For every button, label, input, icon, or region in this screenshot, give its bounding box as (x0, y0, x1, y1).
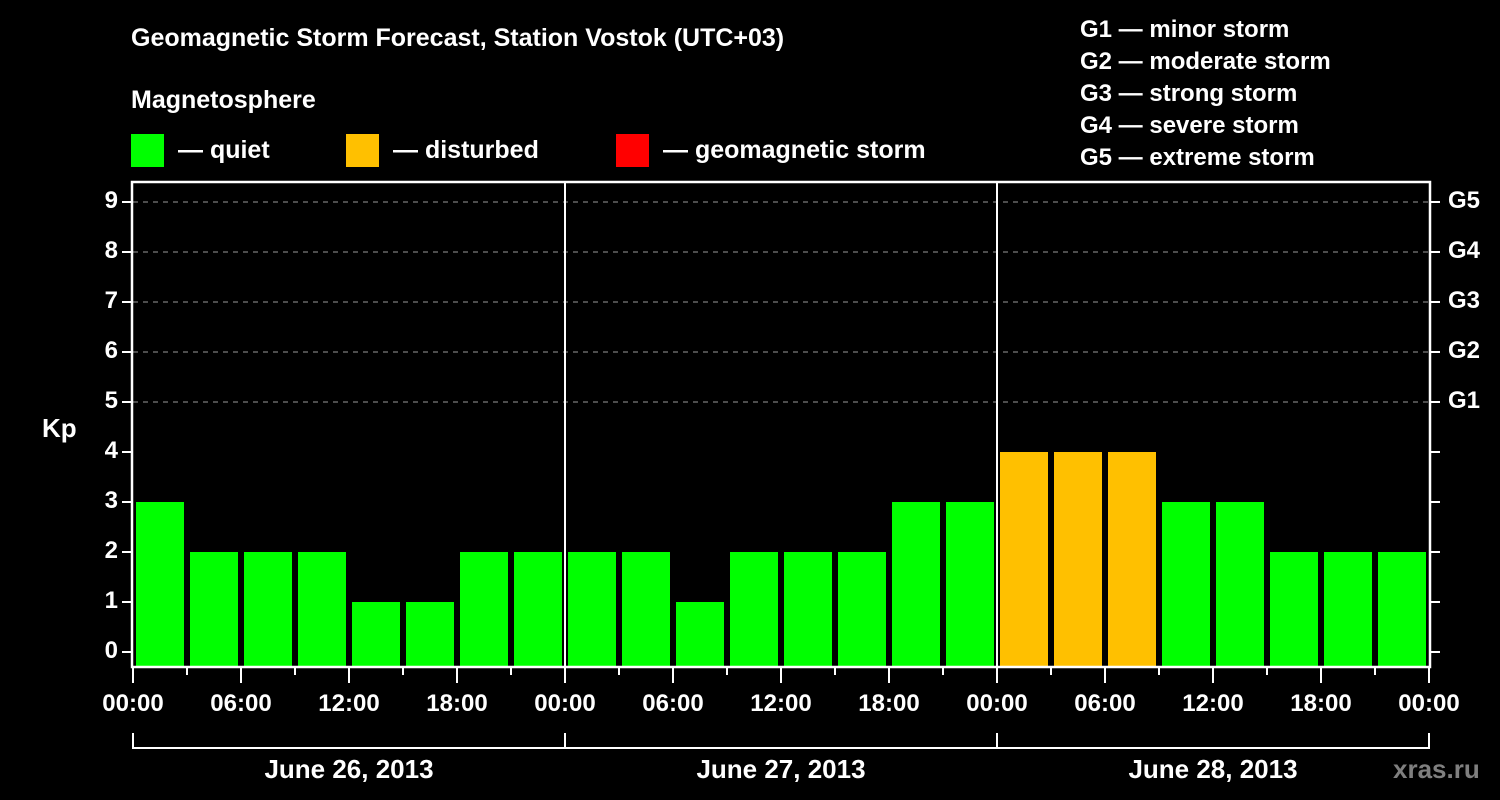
kp-bar (514, 552, 562, 667)
legend-disturbed: — disturbed (346, 133, 539, 167)
x-tick-label: 12:00 (318, 690, 380, 717)
legend-storm: — geomagnetic storm (616, 133, 926, 167)
g-level-label: G5 (1448, 187, 1481, 214)
y-tick-label: 0 (104, 637, 118, 664)
day-bracket (132, 733, 566, 749)
x-tick-label: 00:00 (534, 690, 596, 717)
y-tick-label: 8 (104, 237, 118, 264)
y-tick-label: 9 (104, 187, 118, 214)
storm-swatch (616, 133, 649, 167)
day-bracket (996, 733, 1430, 749)
g-scale-item: G2 — moderate storm (1080, 48, 1331, 75)
kp-bar (1108, 452, 1156, 667)
quiet-swatch (131, 133, 164, 167)
watermark: xras.ru (1393, 754, 1480, 784)
legend-label: — quiet (178, 135, 270, 164)
disturbed-swatch (346, 133, 379, 167)
y-tick-label: 1 (104, 587, 118, 614)
kp-bar (1324, 552, 1372, 667)
x-tick-label: 06:00 (1074, 690, 1136, 717)
g-level-label: G1 (1448, 387, 1481, 414)
day-label: June 28, 2013 (1128, 754, 1298, 784)
kp-bar (406, 602, 454, 667)
y-axis-label: Kp (42, 413, 77, 443)
kp-bar (1000, 452, 1048, 667)
x-tick-label: 18:00 (1290, 690, 1352, 717)
x-tick-label: 18:00 (426, 690, 488, 717)
kp-bar (1162, 502, 1210, 667)
g-level-label: G3 (1448, 287, 1481, 314)
kp-bar (568, 552, 616, 667)
y-tick-label: 5 (104, 387, 118, 414)
x-tick-label: 00:00 (966, 690, 1028, 717)
kp-bar (622, 552, 670, 667)
day-label: June 27, 2013 (696, 754, 866, 784)
legend-title: Magnetosphere (131, 86, 316, 114)
g-scale-item: G1 — minor storm (1080, 16, 1290, 43)
kp-bar (838, 552, 886, 667)
kp-bar (190, 552, 238, 667)
g-level-label: G4 (1448, 237, 1481, 264)
legend-label: — disturbed (393, 135, 539, 164)
x-tick-label: 12:00 (750, 690, 812, 717)
g-level-label: G2 (1448, 337, 1481, 364)
y-tick-label: 6 (104, 337, 118, 364)
day-bracket (564, 733, 998, 749)
chart-title: Geomagnetic Storm Forecast, Station Vost… (131, 24, 785, 52)
y-tick-label: 7 (104, 287, 118, 314)
g-scale-legend: G1 — minor storm G2 — moderate storm G3 … (1080, 14, 1331, 174)
g-scale-item: G3 — strong storm (1080, 80, 1298, 107)
legend-quiet: — quiet (131, 133, 270, 167)
kp-bar (244, 552, 292, 667)
kp-bar (784, 552, 832, 667)
x-tick-label: 00:00 (1398, 690, 1460, 717)
g-scale-item: G4 — severe storm (1080, 112, 1299, 139)
day-label: June 26, 2013 (264, 754, 434, 784)
kp-bar (298, 552, 346, 667)
kp-bar (1216, 502, 1264, 667)
kp-bar (892, 502, 940, 667)
kp-bar (352, 602, 400, 667)
x-tick-label: 06:00 (210, 690, 272, 717)
kp-bar (946, 502, 994, 667)
x-tick-label: 06:00 (642, 690, 704, 717)
kp-bar (1270, 552, 1318, 667)
y-tick-label: 3 (104, 487, 118, 514)
y-tick-label: 4 (104, 437, 118, 464)
y-tick-label: 2 (104, 537, 118, 564)
kp-bar (676, 602, 724, 667)
x-tick-label: 18:00 (858, 690, 920, 717)
g-scale-item: G5 — extreme storm (1080, 144, 1315, 171)
kp-bar (730, 552, 778, 667)
kp-bar (136, 502, 184, 667)
kp-bar (1378, 552, 1426, 667)
legend-label: — geomagnetic storm (663, 135, 926, 164)
kp-bar (460, 552, 508, 667)
x-tick-label: 12:00 (1182, 690, 1244, 717)
kp-bar (1054, 452, 1102, 667)
x-tick-label: 00:00 (102, 690, 164, 717)
